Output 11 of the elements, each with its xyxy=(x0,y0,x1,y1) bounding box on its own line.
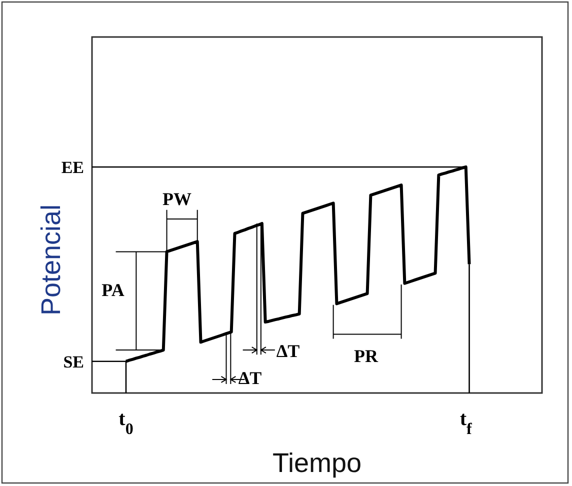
x-tick-label: t$_{f}$ xyxy=(460,408,473,438)
annotation: ΔT xyxy=(238,368,262,388)
annotation: PR xyxy=(354,346,379,366)
annotation: PA xyxy=(102,280,124,300)
annotation: ΔT xyxy=(276,341,300,361)
ref-line-label: EE xyxy=(61,158,84,177)
annotation: PW xyxy=(162,189,192,209)
ref-line-label: SE xyxy=(63,352,84,372)
x-tick-label: t$_{0}$ xyxy=(118,408,134,438)
x-axis-title: Tiempo xyxy=(272,448,362,478)
y-axis-title: Potencial xyxy=(36,204,66,316)
